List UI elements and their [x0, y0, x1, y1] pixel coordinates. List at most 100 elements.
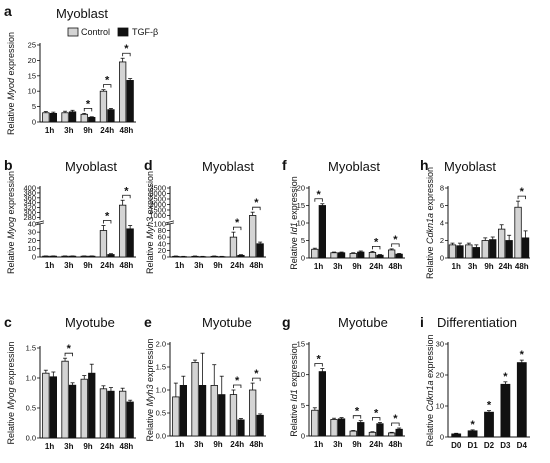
significance-star: *: [67, 343, 72, 355]
significance-bracket: [233, 384, 242, 388]
significance-star: *: [316, 354, 321, 366]
panel-letter: e: [144, 314, 152, 330]
y-tick-label: 380: [23, 188, 36, 197]
bar-control: [191, 361, 199, 437]
x-tick-label: 24h: [100, 126, 114, 135]
bar-control: [191, 255, 199, 258]
bar-control: [349, 253, 357, 259]
bar-tgf: [337, 418, 346, 437]
significance-bracket: [391, 422, 400, 427]
x-tick-label: 48h: [389, 262, 403, 271]
y-axis-label-suffix: expression: [145, 171, 155, 217]
bar-control: [61, 360, 69, 439]
significance-star: *: [520, 349, 525, 361]
significance-bracket: [372, 417, 381, 421]
legend-label-tgf: TGF-β: [132, 27, 158, 37]
bar-control: [248, 389, 257, 437]
bar-control: [448, 244, 457, 259]
y-tick-label: 1500: [149, 205, 166, 214]
y-axis-label: Relative Cdkn1a expression: [425, 334, 435, 446]
y-tick-label: 0.5: [26, 404, 36, 413]
significance-bracket: [122, 52, 131, 57]
x-tick-label: 24h: [499, 262, 513, 271]
significance-bracket: [83, 107, 93, 112]
bar-control: [514, 206, 522, 259]
bar-tgf: [218, 256, 226, 258]
x-tick-label: 48h: [515, 262, 529, 271]
legend-swatch-control: [67, 27, 79, 37]
y-axis-label-prefix: Relative: [145, 407, 155, 442]
y-tick-label: 20: [28, 56, 36, 65]
x-tick-label: 24h: [230, 261, 244, 270]
x-tick-label: 9h: [83, 442, 92, 451]
y-axis-label-gene: Myh3: [145, 217, 155, 239]
bar-control: [229, 394, 238, 437]
y-axis-label: Relative Myog expression: [6, 341, 16, 444]
x-tick-label: 1h: [452, 262, 461, 271]
x-tick-label: D0: [451, 441, 462, 450]
bar-control: [387, 432, 396, 437]
x-tick-label: 3h: [64, 261, 73, 270]
legend: Control TGF-β: [67, 27, 158, 37]
x-tick-label: 24h: [369, 440, 383, 449]
significance-bracket: [64, 352, 73, 357]
x-tick-label: 3h: [468, 262, 477, 271]
x-tick-label: 9h: [352, 440, 361, 449]
y-axis-label: Relative Myh3 expression: [145, 338, 155, 441]
significance-star: *: [374, 236, 379, 248]
panel-title: Myoblast: [202, 159, 254, 174]
y-axis-label-prefix: Relative: [145, 239, 155, 274]
panel-letter: h: [420, 157, 429, 173]
x-tick-label: 48h: [389, 440, 403, 449]
y-axis-label-prefix: Relative: [6, 239, 16, 274]
panel-title: Myotube: [202, 315, 252, 330]
bar-tgf: [472, 247, 481, 259]
bar-control: [330, 419, 338, 437]
y-tick-label: 20: [436, 371, 444, 380]
bar-tgf: [179, 256, 188, 258]
bar-control: [451, 433, 462, 438]
y-tick-label: 1.0: [26, 374, 36, 383]
x-tick-label: 3h: [64, 126, 73, 135]
bar-control: [99, 230, 108, 258]
y-axis-label-prefix: Relative: [289, 235, 299, 270]
bar-control: [368, 431, 377, 437]
significance-star: *: [124, 43, 129, 55]
bar-control: [80, 378, 88, 439]
bar-tgf: [357, 251, 365, 259]
y-tick-label: 0.0: [156, 432, 166, 441]
y-axis-label-gene: Myh3: [145, 385, 155, 407]
significance-bracket: [122, 194, 131, 199]
y-axis-label-prefix: Relative: [425, 412, 435, 447]
y-axis-label: Relative Id1 expression: [289, 176, 299, 270]
x-tick-label: 1h: [314, 262, 323, 271]
bar-control: [481, 240, 489, 259]
y-tick-label: 2.0: [156, 340, 166, 349]
y-axis-label-gene: Myog: [6, 217, 16, 239]
bar-control: [42, 112, 50, 123]
panel-title: Myoblast: [444, 159, 496, 174]
bar-control: [368, 251, 377, 259]
significance-bracket: [314, 198, 323, 202]
y-tick-label: 4: [440, 219, 444, 228]
bar-control: [99, 388, 108, 439]
panel-letter: g: [282, 314, 291, 330]
y-axis-label: Relative Cdkn1a expression: [425, 167, 435, 279]
y-tick-label: 0: [32, 118, 36, 127]
panel-letter: a: [4, 3, 12, 19]
y-tick-label: 1.5: [26, 344, 36, 353]
bar-control: [500, 383, 511, 438]
bar-control: [311, 409, 319, 437]
significance-star: *: [487, 400, 492, 412]
bar-tgf: [88, 116, 96, 123]
panel-c: c Myotube Relative Myog expression 0.0 0.5 1.…: [4, 314, 136, 451]
y-tick-label: 0: [301, 432, 305, 441]
panel-title: Myoblast: [56, 6, 108, 21]
bar-control: [172, 396, 180, 437]
significance-bracket: [103, 84, 112, 88]
significance-star: *: [503, 371, 508, 383]
y-tick-label: 25: [28, 41, 36, 50]
